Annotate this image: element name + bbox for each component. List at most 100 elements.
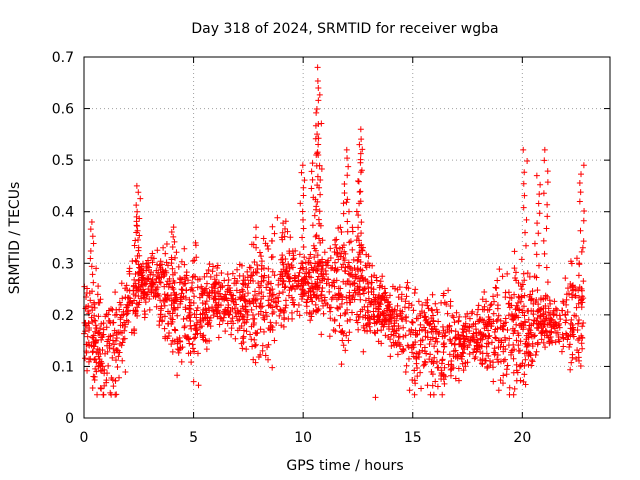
data-point [252, 234, 259, 241]
data-point [372, 394, 379, 401]
data-point [170, 297, 177, 304]
data-point [288, 309, 295, 316]
data-point [398, 295, 405, 302]
data-point [490, 359, 497, 366]
data-point [418, 326, 425, 333]
data-point [545, 312, 552, 319]
data-point [123, 317, 130, 324]
data-point [191, 257, 198, 264]
data-point [209, 304, 216, 311]
data-point [337, 312, 344, 319]
data-point [239, 303, 246, 310]
data-point [554, 329, 561, 336]
data-point [531, 317, 538, 324]
data-point [266, 290, 273, 297]
data-point [536, 210, 543, 217]
data-point [448, 358, 455, 365]
data-point [486, 306, 493, 313]
data-point [89, 307, 96, 314]
data-point [89, 233, 96, 240]
data-point [354, 257, 361, 264]
data-point [134, 253, 141, 260]
data-point [345, 163, 352, 170]
data-point [542, 315, 549, 322]
data-point [193, 326, 200, 333]
data-point [440, 376, 447, 383]
data-point [301, 290, 308, 297]
data-point [175, 263, 182, 270]
data-point [301, 275, 308, 282]
data-point [200, 306, 207, 313]
data-point [316, 259, 323, 266]
data-point [525, 325, 532, 332]
y-tick-label: 0.5 [52, 153, 74, 169]
data-point [376, 282, 383, 289]
data-point [342, 309, 349, 316]
data-point [345, 278, 352, 285]
data-point [335, 285, 342, 292]
data-point [543, 264, 550, 271]
data-point [206, 261, 213, 268]
data-point [89, 288, 96, 295]
data-point [217, 315, 224, 322]
data-point [432, 378, 439, 385]
data-point [373, 319, 380, 326]
data-point [164, 262, 171, 269]
data-point [265, 297, 272, 304]
data-point [537, 306, 544, 313]
data-point [307, 317, 314, 324]
data-point [216, 321, 223, 328]
data-point [138, 288, 145, 295]
y-tick-label: 0.1 [52, 359, 74, 375]
data-point [540, 190, 547, 197]
data-point [88, 219, 95, 226]
data-point [256, 284, 263, 291]
data-point [191, 311, 198, 318]
data-point [439, 323, 446, 330]
data-point [575, 300, 582, 307]
data-point [334, 304, 341, 311]
data-point [190, 378, 197, 385]
data-point [215, 296, 222, 303]
data-point [228, 331, 235, 338]
data-point [133, 213, 140, 220]
data-point [544, 213, 551, 220]
data-point [428, 315, 435, 322]
data-point [543, 225, 550, 232]
data-point [193, 314, 200, 321]
data-point [434, 328, 441, 335]
data-point [175, 349, 182, 356]
data-point [243, 328, 250, 335]
data-point [199, 333, 206, 340]
data-point [137, 270, 144, 277]
data-point [454, 331, 461, 338]
data-point [232, 335, 239, 342]
data-point [183, 315, 190, 322]
data-point [409, 319, 416, 326]
data-point [121, 327, 128, 334]
data-point [331, 317, 338, 324]
data-point [170, 224, 177, 231]
data-point [534, 341, 541, 348]
data-point [217, 284, 224, 291]
data-point [362, 297, 369, 304]
data-point [163, 259, 170, 266]
data-point [160, 273, 167, 280]
data-point [442, 332, 449, 339]
data-point [370, 286, 377, 293]
data-point [576, 198, 583, 205]
data-point [400, 324, 407, 331]
data-point [466, 328, 473, 335]
data-point [364, 280, 371, 287]
data-point [495, 312, 502, 319]
data-point [393, 311, 400, 318]
data-point [185, 277, 192, 284]
data-point [510, 316, 517, 323]
data-point [357, 308, 364, 315]
data-point [460, 322, 467, 329]
data-point [335, 256, 342, 263]
data-point [446, 336, 453, 343]
data-point [150, 255, 157, 262]
data-point [410, 341, 417, 348]
data-point [525, 307, 532, 314]
